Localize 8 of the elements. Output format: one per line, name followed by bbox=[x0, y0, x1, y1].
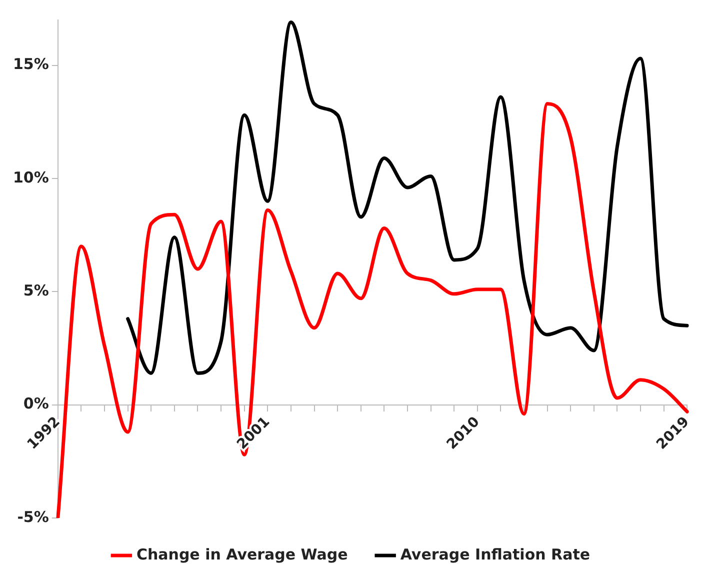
y-tick-label: -5% bbox=[17, 508, 49, 526]
y-tick-label: 0% bbox=[23, 394, 49, 413]
y-tick-label: 10% bbox=[12, 168, 49, 186]
y-tick-label: 5% bbox=[23, 282, 49, 300]
y-tick-label: 15% bbox=[12, 55, 49, 74]
legend-label: Average Inflation Rate bbox=[400, 545, 590, 564]
legend-label: Change in Average Wage bbox=[136, 545, 348, 564]
line-series bbox=[126, 20, 689, 375]
